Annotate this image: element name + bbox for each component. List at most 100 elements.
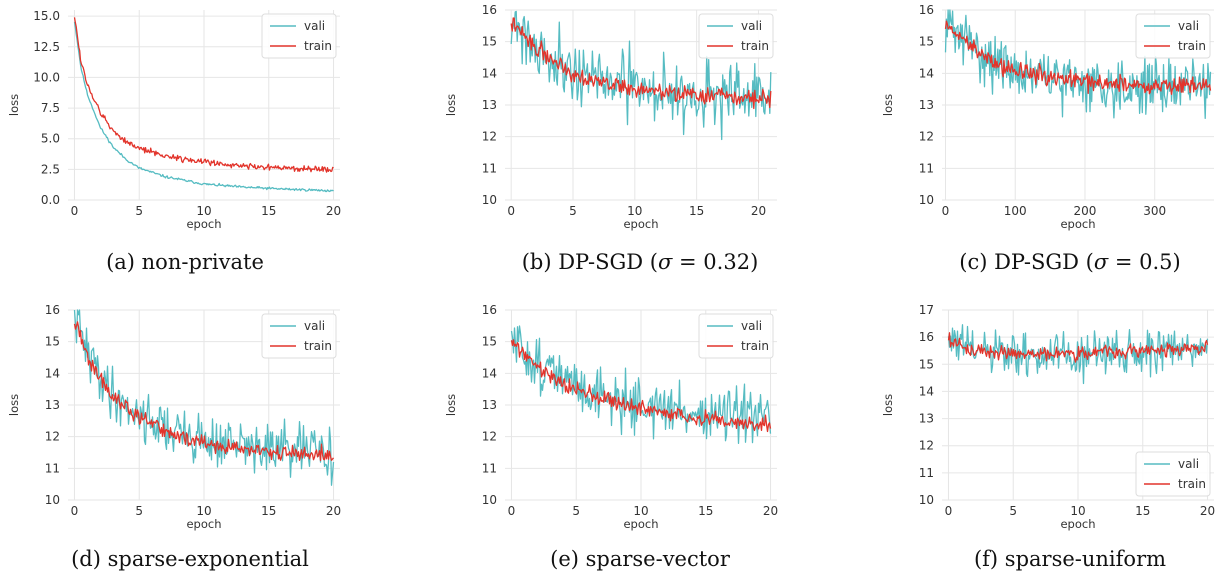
y-tick-label: 2.5 [41, 162, 60, 176]
legend: vali train [698, 13, 774, 59]
x-tick-label: 0 [507, 204, 515, 218]
grid [505, 309, 777, 501]
y-tick-label: 16 [919, 3, 934, 17]
legend-box [261, 313, 337, 359]
caption-dp-sgd-032: (b) DP-SGD (σ = 0.32) [470, 250, 810, 274]
legend: vali train [261, 13, 337, 59]
y-tick-label: 10 [919, 193, 934, 207]
x-tick-label: 5 [1009, 504, 1017, 518]
legend-label-vali: vali [1178, 19, 1199, 33]
legend-box [1135, 451, 1211, 497]
x-axis-label: epoch [186, 517, 221, 531]
x-tick-label: 5 [572, 504, 580, 518]
y-tick-label: 12 [919, 439, 934, 453]
x-tick-label: 300 [1143, 204, 1166, 218]
panel-sparse-exponential: 10 11 12 13 14 15 16 0 5 10 15 20 epoch loss vali train [0, 300, 360, 540]
x-tick-label: 15 [1135, 504, 1150, 518]
caption-sparse-uniform: (f) sparse-uniform [973, 547, 1167, 571]
y-axis-label: loss [444, 394, 458, 416]
legend: vali train [261, 313, 337, 359]
legend: vali train [698, 313, 774, 359]
caption-sparse-exponential: (d) sparse-exponential [71, 547, 309, 571]
x-tick-label: 15 [261, 504, 276, 518]
y-tick-label: 15 [45, 335, 60, 349]
legend-label-train: train [304, 39, 332, 53]
x-tick-label: 20 [1200, 504, 1215, 518]
y-tick-label: 13 [482, 98, 497, 112]
legend-box [1135, 13, 1211, 59]
caption-sigma: σ [1093, 250, 1109, 274]
legend-label-train: train [741, 339, 769, 353]
x-tick-label: 10 [1070, 504, 1085, 518]
x-axis-label: epoch [623, 217, 658, 231]
chart-dp-sgd-032: 10 11 12 13 14 15 16 0 5 10 15 20 epoch loss vali train [444, 3, 777, 231]
x-tick-label: 15 [689, 204, 704, 218]
y-tick-label: 14 [919, 66, 934, 80]
y-tick-label: 12 [482, 130, 497, 144]
legend-label-vali: vali [741, 319, 762, 333]
legend-label-vali: vali [1178, 457, 1199, 471]
panel-non-private: 0.0 2.5 5.0 7.5 10.0 12.5 15.0 0 5 10 15 20 epoch los… [0, 0, 360, 240]
legend-label-vali: vali [304, 319, 325, 333]
legend-box [261, 13, 337, 59]
series-train-line [510, 17, 772, 110]
legend-label-train: train [1178, 477, 1206, 491]
panel-sparse-vector: 10 11 12 13 14 15 16 0 5 10 15 20 epoch loss vali train [420, 300, 800, 540]
x-tick-label: 5 [135, 204, 143, 218]
y-tick-label: 10 [482, 493, 497, 507]
caption-dp-sgd-05: (c) DP-SGD (σ = 0.5) [925, 250, 1215, 274]
legend: vali train [1135, 13, 1211, 59]
legend-label-vali: vali [304, 19, 325, 33]
x-axis-label: epoch [1060, 517, 1095, 531]
chart-non-private: 0.0 2.5 5.0 7.5 10.0 12.5 15.0 0 5 10 15 20 epoch los… [7, 9, 341, 231]
y-tick-label: 0.0 [41, 193, 60, 207]
x-tick-label: 10 [633, 504, 648, 518]
y-tick-label: 11 [482, 461, 497, 475]
x-tick-label: 20 [763, 504, 778, 518]
series-vali-line [947, 324, 1209, 385]
chart-sparse-vector: 10 11 12 13 14 15 16 0 5 10 15 20 epoch loss vali train [444, 303, 778, 531]
series-train-line [510, 339, 772, 433]
x-tick-label: 10 [627, 204, 642, 218]
y-tick-label: 14 [482, 366, 497, 380]
y-tick-label: 15 [919, 357, 934, 371]
x-tick-label: 100 [1004, 204, 1027, 218]
y-tick-label: 11 [482, 161, 497, 175]
y-tick-label: 13 [45, 398, 60, 412]
y-tick-label: 11 [919, 161, 934, 175]
y-tick-label: 14 [482, 66, 497, 80]
chart-sparse-uniform: 10 11 12 13 14 15 16 17 0 5 10 15 20 epoch loss vali tra… [881, 303, 1215, 531]
caption-sigma: σ [658, 250, 673, 274]
caption-sparse-vector: (e) sparse-vector [550, 547, 730, 571]
caption-text: (b) DP-SGD ( [521, 250, 659, 274]
y-tick-label: 15 [482, 335, 497, 349]
y-axis-label: loss [7, 394, 21, 416]
y-tick-label: 10 [45, 493, 60, 507]
chart-dp-sgd-05: 10 11 12 13 14 15 16 0 100 200 300 epoch loss vali tra… [881, 3, 1214, 231]
y-tick-label: 13 [919, 412, 934, 426]
series-vali-line [73, 21, 334, 193]
panel-dp-sgd-032: 10 11 12 13 14 15 16 0 5 10 15 20 epoch loss vali train [420, 0, 800, 240]
y-tick-label: 12 [482, 430, 497, 444]
caption-text: (c) DP-SGD ( [959, 250, 1094, 274]
y-tick-label: 17 [919, 303, 934, 317]
x-tick-label: 5 [569, 204, 577, 218]
y-tick-label: 10.0 [33, 70, 60, 84]
legend-label-train: train [304, 339, 332, 353]
panel-dp-sgd-05: 10 11 12 13 14 15 16 0 100 200 300 epoch loss vali tra… [855, 0, 1225, 240]
y-tick-label: 12 [45, 430, 60, 444]
y-tick-label: 10 [482, 193, 497, 207]
x-tick-label: 10 [196, 204, 211, 218]
panel-sparse-uniform: 10 11 12 13 14 15 16 17 0 5 10 15 20 epoch loss vali tra… [855, 300, 1225, 540]
legend: vali train [1135, 451, 1211, 497]
y-tick-label: 12.5 [33, 40, 60, 54]
legend-box [698, 313, 774, 359]
legend-label-vali: vali [741, 19, 762, 33]
y-tick-label: 14 [919, 384, 934, 398]
y-tick-label: 10 [919, 493, 934, 507]
x-axis-label: epoch [186, 217, 221, 231]
y-tick-label: 16 [482, 303, 497, 317]
x-axis-label: epoch [1060, 217, 1095, 231]
series-train-line [944, 20, 1212, 95]
